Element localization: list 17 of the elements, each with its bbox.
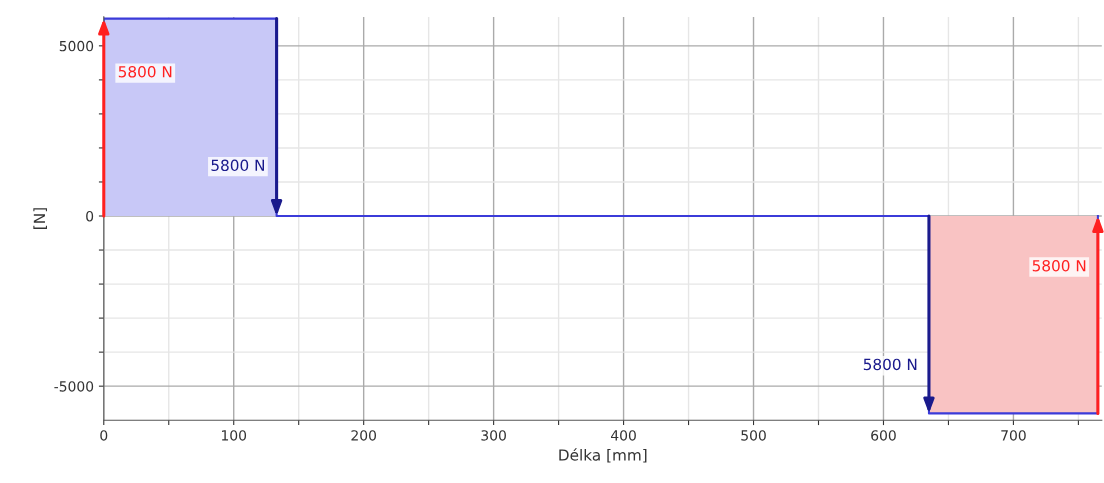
y-axis-title: [N] — [33, 208, 47, 229]
annotation: 5800 N — [863, 358, 917, 371]
x-tick-label: 100 — [222, 430, 247, 441]
x-tick-label: 300 — [481, 430, 506, 441]
x-tick-label: 200 — [351, 430, 377, 441]
x-tick-label: 400 — [611, 430, 636, 441]
x-tick-label: 600 — [871, 430, 896, 441]
annotation: 5800 N — [118, 65, 172, 78]
annotation: 5800 N — [211, 159, 264, 172]
x-tick-label: 500 — [741, 430, 766, 441]
annotation: 5800 N — [1032, 259, 1086, 272]
y-tick-label: 5000 — [59, 40, 94, 52]
y-tick-label: 0 — [86, 210, 94, 222]
x-axis-title: Délka [mm] — [559, 448, 647, 463]
x-tick-label: 0 — [100, 430, 108, 441]
x-tick-label: 700 — [1001, 430, 1026, 441]
y-tick-label: -5000 — [54, 381, 94, 392]
